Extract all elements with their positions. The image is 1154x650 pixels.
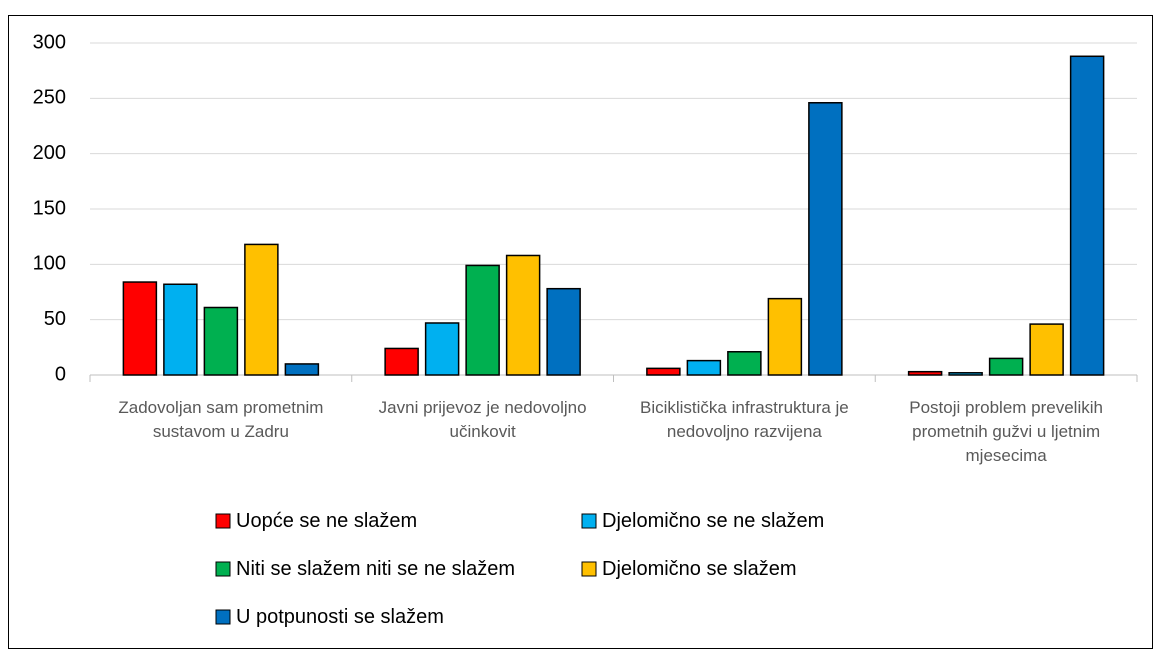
legend-swatch bbox=[581, 561, 597, 577]
x-tick-label: Biciklistička infrastruktura je nedovolj… bbox=[639, 398, 849, 441]
bar bbox=[244, 243, 279, 376]
bar bbox=[424, 322, 460, 376]
bar bbox=[122, 281, 158, 376]
bar bbox=[907, 370, 943, 376]
legend-swatch bbox=[215, 609, 231, 625]
bar bbox=[1029, 323, 1064, 376]
bar bbox=[988, 357, 1024, 376]
bar bbox=[646, 367, 681, 376]
legend-swatch bbox=[581, 513, 597, 529]
chart-border bbox=[8, 15, 1153, 649]
bar bbox=[384, 347, 419, 376]
y-tick-label: 150 bbox=[33, 197, 66, 219]
y-tick-label: 200 bbox=[33, 142, 66, 164]
y-tick-label: 250 bbox=[33, 87, 66, 109]
legend-label: Uopće se ne slažem bbox=[236, 510, 418, 532]
bar bbox=[948, 372, 983, 376]
bar bbox=[505, 254, 541, 376]
bar bbox=[163, 283, 198, 376]
x-tick-label: Postoji problem prevelikih prometnih guž… bbox=[909, 398, 1103, 465]
y-tick-label: 50 bbox=[44, 308, 66, 330]
bar bbox=[284, 363, 320, 376]
y-tick-label: 0 bbox=[55, 363, 66, 385]
bar bbox=[1069, 55, 1105, 376]
bar bbox=[767, 297, 803, 376]
bar bbox=[546, 287, 581, 376]
legend-label: Djelomično se slažem bbox=[602, 558, 797, 580]
y-tick-label: 100 bbox=[33, 253, 66, 275]
x-tick-label: Javni prijevoz je nedovoljno učinkovit bbox=[378, 398, 587, 441]
bar bbox=[203, 306, 239, 376]
bar bbox=[808, 102, 843, 376]
legend-label: Djelomično se ne slažem bbox=[602, 510, 825, 532]
bar bbox=[727, 351, 762, 376]
y-tick-label: 300 bbox=[33, 31, 66, 53]
legend-swatch bbox=[215, 561, 231, 577]
legend-swatch bbox=[215, 513, 231, 529]
x-tick-label: Zadovoljan sam prometnim sustavom u Zadr… bbox=[118, 398, 324, 441]
legend-label: U potpunosti se slažem bbox=[236, 606, 444, 628]
bar bbox=[686, 359, 722, 376]
legend-label: Niti se slažem niti se ne slažem bbox=[236, 558, 515, 580]
bar bbox=[465, 264, 500, 376]
